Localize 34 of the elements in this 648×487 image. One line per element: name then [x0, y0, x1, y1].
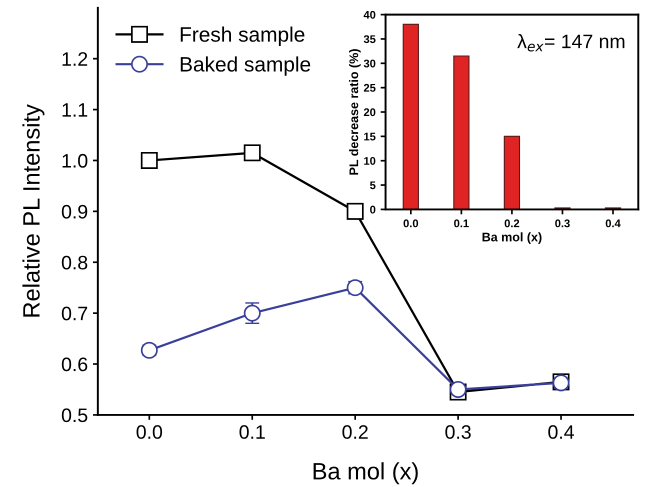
x-tick-label: 0.1 [239, 425, 265, 439]
y-tick-label: 40 [364, 10, 376, 19]
y-tick-label: 30 [364, 60, 376, 68]
x-tick-label: 0.2 [342, 425, 368, 439]
y-tick-label: 25 [364, 84, 376, 92]
y-tick-label: 1.0 [62, 154, 88, 168]
y-tick-label: 0.6 [62, 358, 88, 372]
y-tick-label: 0.8 [62, 256, 88, 270]
y-tick-label: 35 [364, 35, 376, 44]
x-axis-title: Ba mol (x) [314, 462, 418, 484]
y-tick-label: 10 [364, 156, 376, 165]
y-tick-label: 0 [370, 206, 376, 214]
y-tick-label: 5 [370, 181, 376, 190]
x-tick-label: 0.0 [404, 219, 418, 228]
legend-label: Baked sample [180, 56, 310, 76]
x-tick-label: 0.1 [454, 219, 469, 228]
x-tick-label: 0.3 [555, 219, 570, 228]
y-tick-label: 1.1 [62, 103, 88, 117]
x-tick-label: 0.4 [606, 219, 621, 228]
y-axis-title: Relative PL Intensity [22, 104, 44, 317]
y-tick-label: 0.7 [62, 306, 88, 320]
annotation: λ$_{ex}$= 147 nm [517, 34, 624, 52]
x-tick-label: 0.4 [548, 425, 574, 439]
y-tick-label: 0.5 [62, 408, 88, 422]
y-tick-label: 1.2 [62, 52, 88, 66]
x-tick-label: 0.3 [445, 425, 471, 439]
x-tick-label: 0.0 [136, 425, 162, 439]
x-axis-title: Ba mol (x) [482, 232, 542, 244]
y-tick-label: 0.9 [62, 204, 88, 219]
x-tick-label: 0.2 [504, 219, 520, 228]
y-tick-label: 15 [364, 132, 376, 140]
y-tick-label: 20 [364, 108, 376, 116]
legend-label: Fresh sample [180, 26, 304, 46]
y-axis-title: PL decrease ratio (%) [349, 49, 361, 175]
